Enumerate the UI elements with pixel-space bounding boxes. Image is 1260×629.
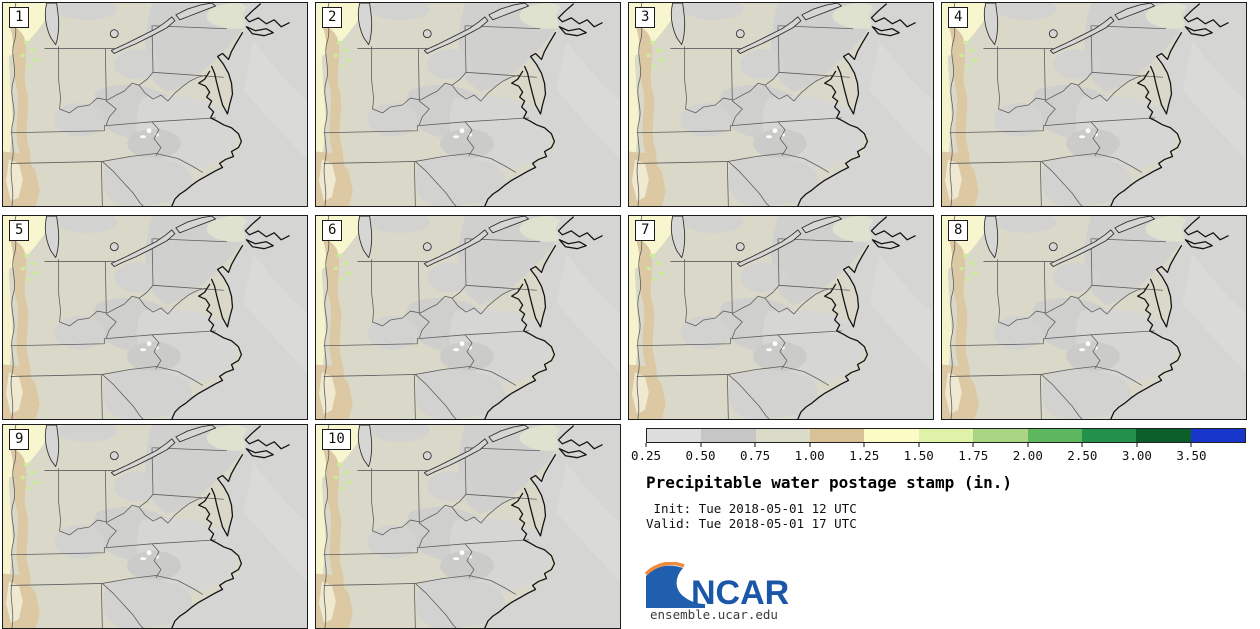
colorbar-tickmark	[809, 443, 811, 447]
ensemble-member-panel: 2	[315, 2, 621, 207]
colorbar-gradient	[646, 428, 1246, 443]
valid-time-text: Valid: Tue 2018-05-01 17 UTC	[646, 516, 857, 531]
member-number-badge: 10	[322, 429, 351, 450]
colorbar-tickmark	[700, 443, 702, 447]
ensemble-member-panel: 10	[315, 424, 621, 629]
colorbar-tickmark	[1190, 443, 1192, 447]
figure-title: Precipitable water postage stamp (in.)	[646, 473, 1013, 492]
colorbar-segment	[864, 429, 919, 442]
colorbar-tick-label: 2.50	[1067, 448, 1098, 463]
colorbar-tick-label: 0.75	[740, 448, 771, 463]
init-time-text: Init: Tue 2018-05-01 12 UTC	[646, 501, 857, 516]
colorbar-tickmark	[1027, 443, 1029, 447]
ensemble-member-panel: 7	[628, 215, 934, 420]
ncar-swoosh-icon	[645, 562, 705, 608]
colorbar-tick-label: 0.50	[685, 448, 716, 463]
colorbar-tickmark	[754, 443, 756, 447]
stamp-map	[942, 216, 1246, 419]
colorbar-segment	[918, 429, 974, 442]
stamp-map	[3, 425, 307, 628]
colorbar-segment	[810, 429, 865, 442]
time-metadata: Init: Tue 2018-05-01 12 UTC Valid: Tue 20…	[646, 501, 857, 531]
colorbar-ticks: 0.25 0.50 0.75 1.00 1.25 1.50 1.75 2.00 2.50 3.00…	[631, 443, 1246, 465]
ensemble-member-panel: 4	[941, 2, 1247, 207]
colorbar-tickmark	[645, 443, 647, 447]
colorbar-tick-label: 0.25	[630, 448, 662, 463]
colorbar-segment	[755, 429, 811, 442]
colorbar-segment	[1081, 429, 1137, 442]
colorbar-segment	[1136, 429, 1191, 442]
member-number-badge: 2	[322, 7, 343, 28]
ensemble-member-panel: 1	[2, 2, 308, 207]
stamp-map	[3, 216, 307, 419]
ensemble-member-panel: 3	[628, 2, 934, 207]
member-number-badge: 4	[948, 7, 969, 28]
member-number-badge: 5	[9, 220, 30, 241]
stamp-map	[316, 425, 620, 628]
stamp-map	[942, 3, 1246, 206]
colorbar-tick-label: 1.75	[958, 448, 989, 463]
ensemble-url-text: ensemble.ucar.edu	[650, 607, 778, 622]
ensemble-member-panel: 9	[2, 424, 308, 629]
colorbar-tickmark	[1081, 443, 1083, 447]
ensemble-member-panel: 8	[941, 215, 1247, 420]
member-number-badge: 1	[9, 7, 30, 28]
colorbar-segment	[1027, 429, 1082, 442]
stamp-map	[629, 216, 933, 419]
ensemble-member-panel: 6	[315, 215, 621, 420]
colorbar-tick-label: 1.25	[849, 448, 880, 463]
stamp-map	[316, 3, 620, 206]
colorbar-tickmark	[1136, 443, 1138, 447]
colorbar-tick-label: 3.50	[1176, 448, 1207, 463]
colorbar-tick-label: 3.00	[1121, 448, 1152, 463]
colorbar: 0.25 0.50 0.75 1.00 1.25 1.50 1.75 2.00 2.50 3.00…	[631, 428, 1246, 465]
ncar-logo: NCAR	[645, 562, 789, 610]
colorbar-tickmark	[918, 443, 920, 447]
stamp-map	[3, 3, 307, 206]
stamp-map	[629, 3, 933, 206]
colorbar-tick-label: 1.50	[903, 448, 934, 463]
colorbar-segment	[701, 429, 756, 442]
colorbar-tick-label: 2.00	[1012, 448, 1043, 463]
ensemble-member-panel: 5	[2, 215, 308, 420]
colorbar-segment	[973, 429, 1028, 442]
colorbar-tickmark	[972, 443, 974, 447]
colorbar-tickmark	[863, 443, 865, 447]
ncar-logo-text: NCAR	[691, 574, 789, 610]
colorbar-segment	[1190, 429, 1245, 442]
member-number-badge: 9	[9, 429, 30, 450]
stamp-map	[316, 216, 620, 419]
member-number-badge: 6	[322, 220, 343, 241]
member-number-badge: 7	[635, 220, 656, 241]
member-number-badge: 3	[635, 7, 656, 28]
colorbar-tick-label: 1.00	[794, 448, 825, 463]
member-number-badge: 8	[948, 220, 969, 241]
colorbar-segment	[647, 429, 702, 442]
